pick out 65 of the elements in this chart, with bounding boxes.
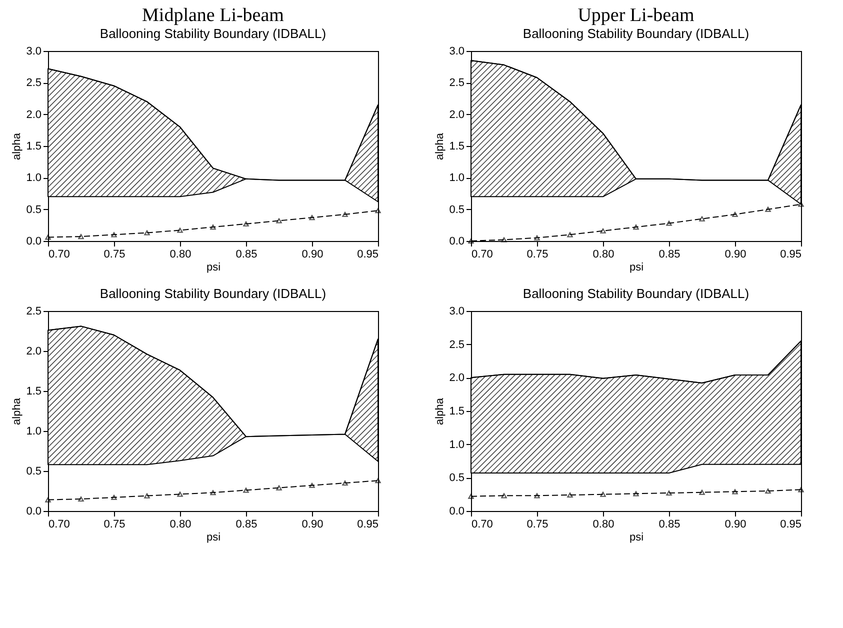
y-tick-label: 0.5: [449, 472, 464, 484]
x-tick-label: 0.85: [236, 248, 258, 260]
x-tick-label: 0.75: [526, 518, 548, 530]
y-tick-label: 0.0: [449, 236, 464, 248]
y-tick-label: 0.0: [449, 506, 464, 518]
y-tick-label: 0.5: [449, 204, 464, 216]
y-axis-title: alpha: [434, 132, 446, 160]
x-tick-label: 0.90: [724, 248, 746, 260]
x-tick-label: 0.95: [780, 248, 802, 260]
y-tick-label: 0.5: [26, 204, 42, 216]
y-axis-title: alpha: [11, 132, 24, 160]
x-tick-label: 0.75: [104, 518, 126, 530]
x-tick-label: 0.85: [658, 248, 680, 260]
x-tick-label: 0.95: [357, 518, 378, 530]
y-tick-label: 2.0: [26, 346, 42, 358]
x-axis-title: psi: [629, 262, 644, 274]
x-tick-label: 0.80: [592, 248, 614, 260]
y-tick-label: 2.0: [449, 108, 464, 121]
y-tick-label: 0.0: [26, 506, 42, 518]
x-tick-label: 0.70: [48, 248, 70, 260]
y-tick-label: 2.5: [449, 338, 464, 351]
chart-title: Ballooning Stability Boundary (IDBALL): [100, 286, 326, 301]
x-tick-label: 0.85: [236, 518, 258, 530]
y-tick-label: 1.0: [26, 172, 42, 184]
x-axis-title: psi: [206, 262, 221, 274]
x-tick-label: 0.95: [357, 248, 378, 260]
y-tick-label: 2.0: [449, 372, 464, 384]
y-tick-label: 0.5: [26, 466, 42, 478]
x-axis-title: psi: [629, 532, 644, 544]
x-tick-label: 0.70: [472, 518, 493, 530]
y-tick-label: 1.0: [449, 172, 464, 184]
y-tick-label: 1.5: [26, 140, 42, 152]
x-tick-label: 0.90: [302, 248, 324, 260]
x-tick-label: 0.80: [592, 518, 614, 530]
y-tick-label: 3.0: [449, 306, 464, 318]
y-tick-label: 1.5: [449, 406, 464, 418]
y-tick-label: 1.0: [449, 438, 464, 451]
x-tick-label: 0.90: [724, 518, 746, 530]
y-tick-label: 2.5: [26, 306, 42, 318]
y-tick-label: 1.5: [449, 140, 464, 152]
y-tick-label: 1.5: [26, 386, 42, 398]
chart-title: Midplane Li-beam: [142, 5, 284, 26]
x-tick-label: 0.80: [170, 248, 192, 260]
x-tick-label: 0.75: [526, 248, 548, 260]
x-tick-label: 0.95: [780, 518, 802, 530]
chart-title: Ballooning Stability Boundary (IDBALL): [522, 286, 750, 301]
y-tick-label: 2.5: [26, 77, 42, 90]
x-tick-label: 0.90: [302, 518, 324, 530]
x-tick-label: 0.70: [48, 518, 70, 530]
x-tick-label: 0.85: [658, 518, 680, 530]
x-tick-label: 0.80: [170, 518, 192, 530]
chart-subtitle: Ballooning Stability Boundary (IDBALL): [100, 26, 326, 41]
y-tick-label: 0.0: [26, 236, 42, 248]
y-tick-label: 2.0: [26, 108, 42, 121]
x-tick-label: 0.70: [472, 248, 493, 260]
y-tick-label: 1.0: [26, 426, 42, 438]
y-tick-label: 2.5: [449, 77, 464, 90]
y-tick-label: 3.0: [26, 46, 42, 58]
x-tick-label: 0.75: [104, 248, 126, 260]
chart-title: Upper Li-beam: [578, 5, 695, 26]
y-axis-title: alpha: [434, 397, 446, 425]
x-axis-title: psi: [206, 532, 221, 544]
y-tick-label: 3.0: [449, 46, 464, 58]
chart-subtitle: Ballooning Stability Boundary (IDBALL): [522, 26, 750, 41]
y-axis-title: alpha: [11, 397, 24, 425]
